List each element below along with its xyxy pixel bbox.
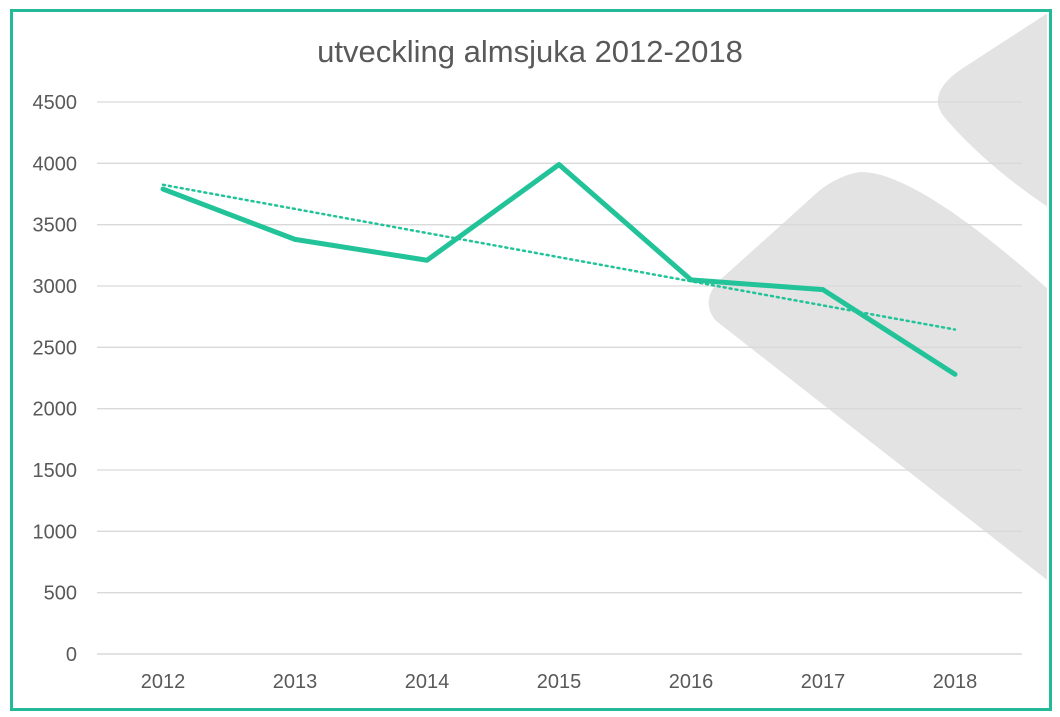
y-tick-label: 2500 xyxy=(33,337,78,359)
x-tick-label: 2012 xyxy=(141,671,186,693)
y-tick-label: 3000 xyxy=(33,276,78,298)
trendline xyxy=(161,183,957,331)
watermark-shape-upper xyxy=(937,13,1047,207)
y-tick-label: 2000 xyxy=(33,399,78,421)
x-tick-label: 2013 xyxy=(273,671,318,693)
x-axis-ticks: 2012 2013 2014 2015 2016 2017 2018 xyxy=(141,671,978,693)
x-tick-label: 2018 xyxy=(933,671,978,693)
chart-title: utveckling almsjuka 2012-2018 xyxy=(317,34,743,69)
x-tick-label: 2015 xyxy=(537,671,582,693)
y-tick-label: 1000 xyxy=(33,521,78,543)
watermark-shape-lower xyxy=(708,172,1047,580)
x-tick-label: 2016 xyxy=(669,671,714,693)
series-line-almsjuka xyxy=(160,162,958,377)
x-tick-label: 2014 xyxy=(405,671,450,693)
x-tick-label: 2017 xyxy=(801,671,846,693)
y-tick-label: 4500 xyxy=(33,92,78,114)
y-tick-label: 4000 xyxy=(33,153,78,175)
y-tick-label: 1500 xyxy=(33,460,78,482)
y-tick-label: 500 xyxy=(44,583,77,605)
y-tick-label: 0 xyxy=(66,644,77,666)
y-tick-label: 3500 xyxy=(33,215,78,237)
y-axis-ticks: 0 500 1000 1500 2000 2500 3000 3500 4000 4500 xyxy=(33,92,78,666)
